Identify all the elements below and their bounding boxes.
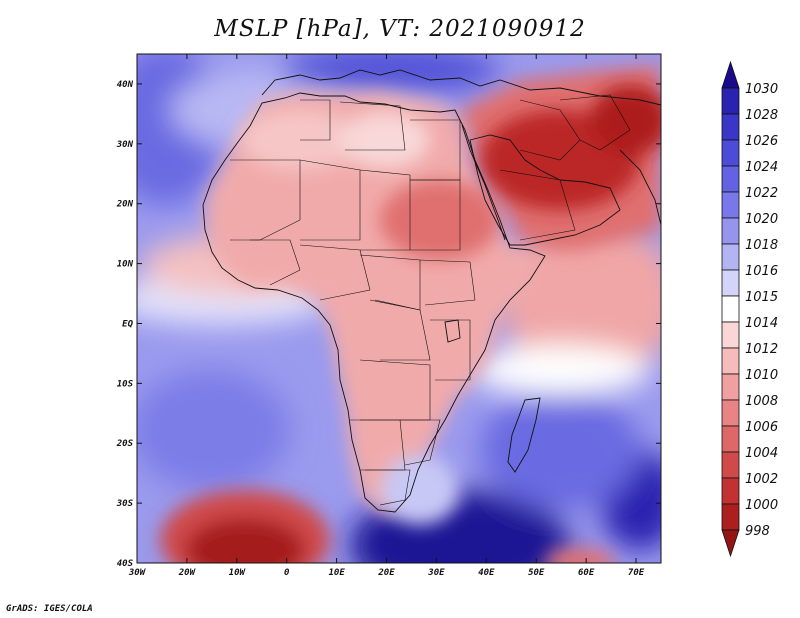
colorbar-level-label: 1008 [745,394,778,409]
colorbar-top-arrow [721,60,740,89]
lon-tick-label: 30E [427,568,445,578]
lon-tick-label: 20W [178,568,197,578]
colorbar-level-label: 1006 [745,420,778,435]
lat-tick-label: 10N [117,260,134,270]
colorbar-level-label: 1015 [745,290,778,305]
colorbar-level-label: 1026 [745,134,778,149]
colorbar-swatch [721,503,740,531]
lon-tick-label: 50E [528,568,545,578]
colorbar-swatch [721,243,740,271]
map-frame [136,53,662,564]
africa-coastline [202,92,546,513]
lake-victoria-outline [444,319,461,343]
colorbar-bottom-arrow [721,529,740,558]
lat-tick-label: 20S [116,439,134,449]
colorbar-swatch [721,399,740,427]
colorbar-swatch [721,373,740,401]
grads-credit: GrADS: IGES/COLA [6,604,93,614]
lat-tick-label: 30S [116,499,134,509]
coastlines-and-borders [202,69,661,513]
colorbar-level-label: 1012 [745,342,778,357]
colorbar-level-label: 1014 [745,316,778,331]
colorbar-level-label: 1004 [745,446,778,461]
colorbar-swatch [721,191,740,219]
lat-tick-label: 10S [117,379,134,389]
mozambique-channel-zone [480,390,640,510]
lon-tick-label: 30W [128,568,147,578]
lon-tick-label: 20E [377,568,395,578]
sudan-low-zone [380,180,500,260]
colorbar-swatch [721,477,740,505]
lat-tick-label: 40N [117,80,134,90]
colorbar-level-label: 1002 [745,472,778,487]
colorbar-swatch [721,295,740,323]
lat-tick-label: 20N [116,200,134,210]
pressure-field [137,54,661,563]
colorbar-swatch [721,165,740,193]
colorbar-level-label: 1020 [745,212,778,227]
colorbar-level-label: 1016 [745,264,778,279]
libya-egypt-light [340,112,430,168]
lon-tick-label: 70E [628,568,645,578]
colorbar-swatch [721,425,740,453]
colorbar-level-label: 1000 [745,498,778,513]
colorbar-swatch [721,87,740,115]
europe-north-zone [280,54,500,95]
lon-tick-label: 10E [328,568,345,578]
lat-tick-label: EQ [122,319,133,329]
colorbar-swatch [721,451,740,479]
colorbar-level-label: 1030 [745,82,778,97]
colorbar-level-label: 1028 [745,108,778,123]
red-sea-outline [461,124,506,241]
lon-tick-label: 60E [578,568,595,578]
colorbar-level-label: 1022 [745,186,778,201]
map-title: MSLP [hPa], VT: 2021090912 [214,16,586,42]
arabia-coastline [469,134,621,246]
political-borders [230,94,631,506]
colorbar: 1030 1028 1026 1024 1022 1020 1018 1016 1015 1014… [721,60,778,558]
lat-tick-label: 30N [116,140,134,150]
iran-heat-low-core [590,85,661,155]
colorbar-swatch [721,217,740,245]
colorbar-level-label: 1010 [745,368,778,383]
equatorial-indian-band [470,345,650,395]
south-atlantic-high-zone [137,370,290,490]
lat-tick-label: 40S [117,559,134,569]
colorbar-level-label: 1018 [745,238,778,253]
lon-tick-label: 40E [478,568,495,578]
lon-tick-label: 10W [229,568,247,578]
europe-coastline [261,69,661,106]
colorbar-swatch [721,139,740,167]
colorbar-level-label: 998 [745,524,770,539]
south-atlantic-low-core [185,518,305,563]
southern-africa-high-zone [380,455,460,525]
lon-tick-label: 0 [284,568,290,578]
colorbar-swatch [721,269,740,297]
colorbar-swatch [721,347,740,375]
colorbar-swatch [721,113,740,141]
colorbar-level-label: 1024 [745,160,778,175]
colorbar-swatch [721,321,740,349]
southeast-indian-low [545,548,615,563]
madagascar-coastline [507,397,541,473]
india-coastline [619,149,661,226]
